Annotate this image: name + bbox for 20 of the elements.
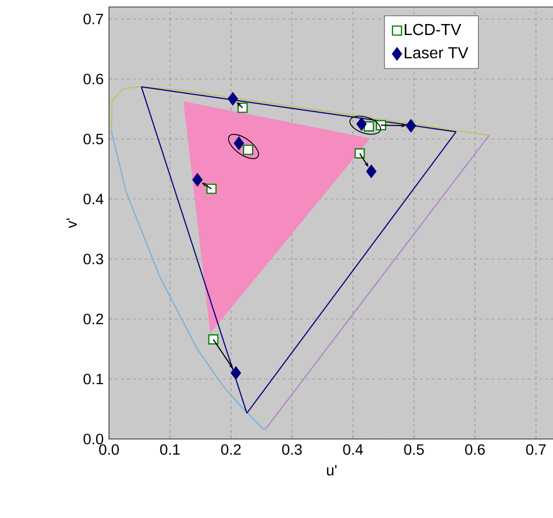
y-tick-label: 0.7	[84, 14, 104, 24]
x-tick-label: 0.2	[221, 444, 241, 455]
legend-label: Laser TV	[404, 47, 468, 58]
legend-label: LCD-TV	[404, 24, 462, 36]
y-tick-label: 0.1	[84, 374, 104, 384]
y-tick-label: 0.5	[84, 134, 104, 144]
x-tick-label: 0.3	[282, 444, 302, 455]
y-axis-title: v'	[66, 218, 77, 228]
y-tick-label: 0.0	[84, 434, 104, 444]
x-tick-label: 0.4	[343, 444, 363, 455]
x-tick-label: 0.1	[160, 444, 180, 455]
x-axis-title: u'	[327, 465, 336, 476]
x-tick-label: 0.0	[99, 444, 119, 455]
y-tick-label: 0.4	[84, 194, 104, 204]
x-tick-label: 0.6	[465, 444, 485, 455]
y-tick-label: 0.3	[84, 254, 104, 264]
y-tick-label: 0.6	[84, 74, 104, 84]
x-tick-label: 0.5	[404, 444, 424, 455]
y-tick-label: 0.2	[84, 314, 104, 324]
x-tick-label: 0.7	[526, 444, 546, 455]
